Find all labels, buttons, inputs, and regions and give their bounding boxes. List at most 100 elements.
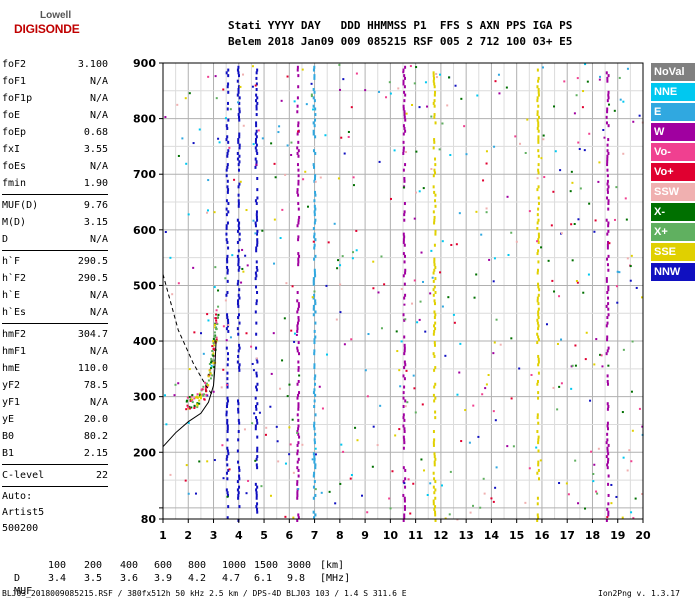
interference-point	[607, 254, 610, 258]
interference-point	[256, 291, 259, 294]
noise-point	[277, 460, 280, 463]
interference-point	[537, 354, 540, 358]
trace-point	[213, 331, 216, 334]
interference-point	[312, 277, 315, 281]
interference-point	[433, 104, 436, 108]
interference-point	[607, 138, 610, 142]
interference-point	[433, 316, 436, 320]
interference-point	[403, 496, 406, 500]
trace-point	[205, 382, 208, 385]
noise-point	[556, 408, 559, 411]
interference-point	[606, 99, 609, 103]
interference-point	[537, 285, 540, 289]
noise-point	[349, 477, 352, 480]
noise-point	[367, 333, 370, 336]
noise-point	[444, 354, 447, 357]
interference-point	[537, 327, 540, 331]
noise-point	[285, 282, 288, 285]
noise-point	[164, 230, 167, 233]
interference-point	[226, 463, 229, 467]
interference-point	[606, 107, 609, 111]
interference-point	[236, 480, 239, 484]
interference-point	[237, 202, 240, 206]
trace-point	[190, 406, 193, 409]
interference-point	[432, 443, 435, 447]
noise-point	[629, 279, 632, 282]
interference-point	[255, 505, 258, 509]
noise-point	[631, 340, 634, 343]
noise-point	[608, 242, 611, 245]
interference-point	[404, 65, 407, 69]
noise-point	[506, 445, 509, 448]
interference-point	[606, 466, 609, 470]
noise-point	[324, 134, 327, 137]
interference-point	[236, 302, 239, 306]
interference-point	[404, 363, 407, 367]
noise-point	[565, 482, 568, 485]
trace-point	[215, 319, 218, 322]
noise-point	[558, 385, 561, 388]
noise-point	[339, 482, 342, 485]
logo-digisonde-text: DIGISONDE	[14, 22, 80, 36]
noise-point	[192, 266, 195, 269]
trace-point	[210, 358, 213, 361]
noise-point	[641, 492, 644, 495]
interference-point	[537, 302, 540, 306]
param-label: fmin	[2, 178, 27, 189]
noise-point	[293, 100, 296, 103]
noise-point	[424, 81, 427, 84]
interference-point	[254, 146, 257, 150]
interference-point	[404, 271, 407, 275]
noise-point	[225, 339, 228, 342]
interference-point	[402, 124, 405, 128]
noise-point	[290, 329, 293, 332]
interference-point	[225, 327, 228, 331]
noise-point	[253, 412, 256, 415]
noise-point	[422, 187, 425, 190]
interference-point	[403, 335, 406, 339]
noise-point	[419, 300, 422, 303]
interference-point	[607, 443, 610, 447]
interference-point	[238, 321, 241, 325]
interference-point	[237, 304, 240, 308]
noise-point	[252, 143, 255, 146]
interference-point	[226, 396, 229, 400]
interference-point	[237, 249, 240, 253]
noise-point	[430, 168, 433, 171]
noise-point	[193, 331, 196, 334]
interference-point	[403, 126, 406, 130]
noise-point	[286, 75, 289, 78]
noise-point	[242, 124, 245, 127]
interference-point	[296, 65, 299, 69]
legend-item: X-	[651, 203, 695, 221]
param-row: B1 2.15	[2, 445, 108, 462]
y-tick-label: 500	[133, 279, 156, 292]
noise-point	[383, 283, 386, 286]
interference-point	[255, 418, 258, 422]
interference-point	[312, 88, 315, 92]
interference-point	[312, 279, 315, 283]
autoscaler-name: Artist5	[2, 507, 45, 518]
interference-point	[433, 299, 436, 303]
noise-point	[632, 120, 635, 123]
interference-point	[236, 282, 239, 286]
noise-point	[224, 299, 227, 302]
noise-point	[413, 82, 416, 85]
interference-point	[605, 121, 608, 125]
noise-point	[629, 265, 632, 268]
interference-point	[537, 338, 540, 342]
noise-point	[602, 128, 605, 131]
muf-value: 3.6	[120, 573, 139, 584]
interference-point	[404, 118, 407, 122]
noise-point	[379, 404, 382, 407]
noise-point	[559, 169, 562, 172]
noise-point	[584, 358, 587, 361]
noise-point	[402, 186, 405, 189]
noise-point	[343, 343, 346, 346]
interference-point	[312, 163, 315, 167]
param-label: foF1	[2, 76, 27, 87]
noise-point	[252, 369, 255, 372]
trace-point	[215, 336, 218, 339]
interference-point	[314, 274, 317, 278]
interference-point	[404, 268, 407, 272]
